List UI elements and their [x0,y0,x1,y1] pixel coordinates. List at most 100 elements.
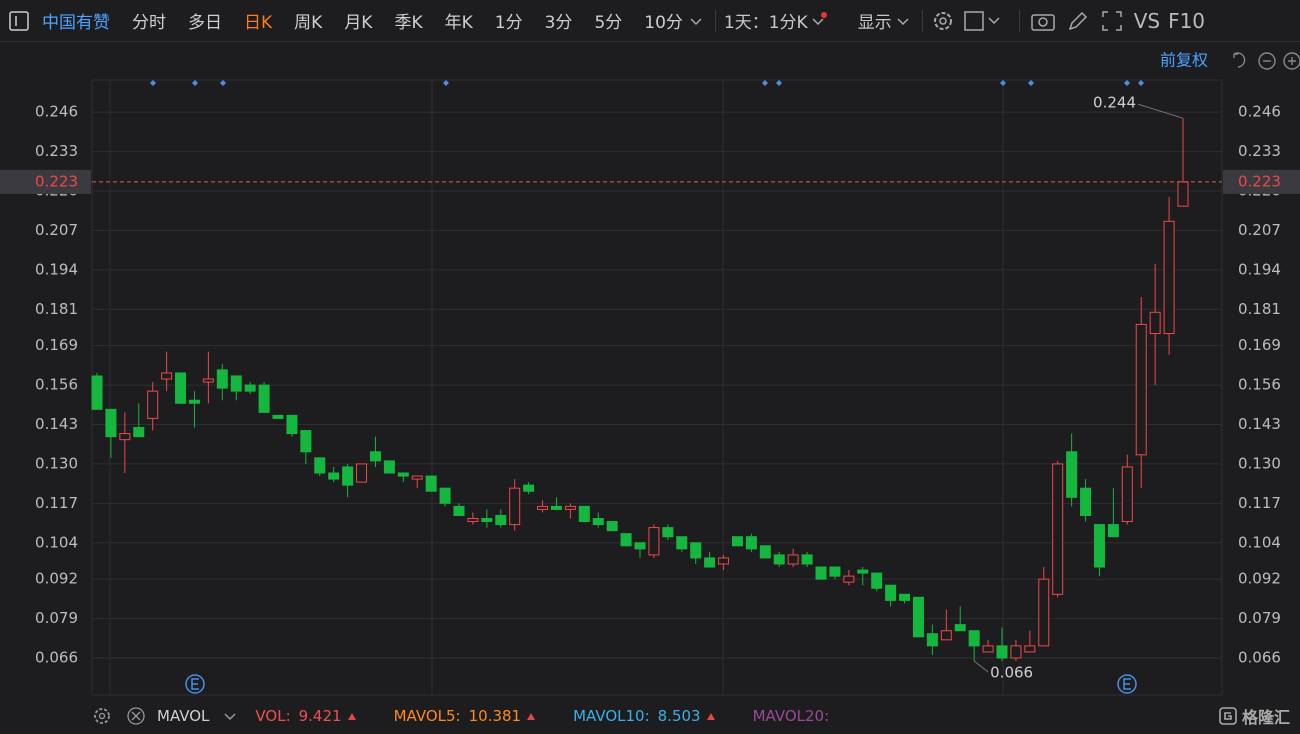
y-tick-label-left: 0.181 [35,300,78,318]
indicator-label: MAVOL5: [393,707,461,725]
candle-body [550,505,562,510]
earnings-marker[interactable] [185,674,205,694]
period-tab-active[interactable]: 日K [244,13,273,33]
period-tab[interactable]: 10分 [644,13,683,33]
last-price-label: 0.223 [1238,172,1281,190]
y-tick-label-right: 0.104 [1238,533,1281,551]
candle-body [1121,466,1133,523]
y-tick-label-left: 0.194 [35,260,78,278]
settings-icon[interactable] [931,9,955,33]
y-tick-label-right: 0.194 [1238,260,1281,278]
candle-body [745,536,757,550]
candle-body [940,630,952,641]
period-tab[interactable]: 1分 [494,13,523,33]
candle-body [1066,451,1078,498]
period-tab[interactable]: 多日 [188,13,222,33]
period-tab[interactable]: 月K [344,13,373,33]
y-tick-label-left: 0.117 [35,494,78,512]
event-marker[interactable] [150,80,156,86]
event-marker[interactable] [192,80,198,86]
adjust-mode[interactable]: 前复权 [1160,51,1208,70]
zoom-out-icon[interactable] [1258,52,1276,70]
y-tick-label-right: 0.207 [1238,221,1281,239]
earnings-marker [191,678,199,690]
candle-body [718,557,730,565]
y-tick-label-left: 0.079 [35,609,78,627]
minute-k[interactable]: 1天：1分K [723,13,808,33]
candle-body [996,645,1008,659]
candle-body [314,457,326,474]
candle-body [453,505,465,516]
candle-body [885,584,897,601]
dropdown-arrow[interactable] [896,14,910,28]
event-marker[interactable] [443,80,449,86]
fullscreen-icon[interactable] [1100,9,1124,33]
trend-up-icon [527,712,536,720]
indicator-settings[interactable] [91,705,113,727]
candle-body [230,375,242,392]
candle-body [537,505,549,510]
event-marker[interactable] [762,80,768,86]
indicator-value: 8.503 [657,707,701,725]
dropdown-arrow[interactable] [689,14,703,28]
event-marker[interactable] [1138,80,1144,86]
draw-icon[interactable] [1066,9,1090,33]
candle-body [244,384,256,392]
candle-body [968,630,980,647]
dropdown-arrow[interactable] [223,709,237,723]
candle-body [773,554,785,565]
period-tab[interactable]: 5分 [594,13,623,33]
last-price-box [1223,169,1300,194]
camera-icon[interactable] [1030,9,1056,33]
event-marker[interactable] [776,80,782,86]
y-tick-label-right: 0.246 [1238,103,1281,121]
candle-body [300,430,312,453]
period-tab[interactable]: 年K [444,13,473,33]
period-tab[interactable]: 季K [394,13,423,33]
event-markers [150,80,1144,86]
y-tick-label-right: 0.066 [1238,649,1281,667]
candle-body [620,533,632,547]
dropdown-arrow[interactable] [810,11,828,30]
candle-body [397,472,409,477]
candle-body [105,408,117,438]
indicator-value: 10.381 [468,707,522,725]
display-menu[interactable]: 显示 [857,13,892,33]
candle-body [606,521,618,532]
candle-body [1177,181,1189,207]
y-tick-label-right: 0.181 [1238,300,1281,318]
event-marker[interactable] [1000,80,1006,86]
y-tick-label-left: 0.233 [35,142,78,160]
candle-body [509,487,521,526]
candle-body [411,475,423,480]
separator [921,9,923,32]
sidebar-icon[interactable] [8,10,30,32]
reset-icon[interactable] [1233,52,1246,68]
event-marker[interactable] [1124,80,1130,86]
y-tick-label-right: 0.117 [1238,494,1281,512]
candle-body [1149,311,1161,335]
period-tab[interactable]: 3分 [544,13,573,33]
indicator-value: 9.421 [298,707,342,725]
event-marker[interactable] [1028,80,1034,86]
indicator-name[interactable]: MAVOL [157,707,210,725]
candle-body [926,633,938,647]
indicator-close[interactable] [125,705,147,727]
y-tick-label-left: 0.246 [35,103,78,121]
period-tab[interactable]: 分时 [132,13,166,33]
y-tick-label-left: 0.156 [35,376,78,394]
event-marker[interactable] [220,80,226,86]
trend-up-icon [347,712,356,720]
layout-icon[interactable] [963,9,1007,33]
earnings-marker[interactable] [1117,674,1137,694]
zoom-in-icon[interactable] [1283,52,1300,70]
period-tab[interactable]: 周K [294,13,323,33]
watermark: 格隆汇 [1218,704,1290,728]
stock-name[interactable]: 中国有赞 [42,13,110,33]
vs-button[interactable]: VS [1133,8,1161,33]
f10-button[interactable]: F10 [1168,8,1206,33]
candle-body [829,566,841,577]
candle-body [1107,524,1119,538]
indicator-label: MAVOL10: [573,707,650,725]
